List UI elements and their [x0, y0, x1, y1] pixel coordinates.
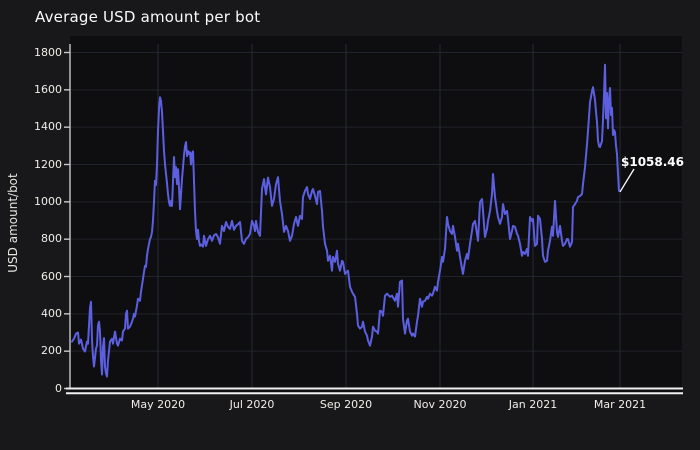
y-tick-label: 600	[41, 269, 62, 283]
series-line	[71, 63, 620, 378]
y-tick-label: 200	[41, 344, 62, 358]
y-tick-label: 1600	[34, 82, 62, 96]
y-tick-label: 1000	[34, 194, 62, 208]
y-tick-label: 0	[55, 381, 62, 395]
chart-title: Average USD amount per bot	[35, 8, 261, 26]
x-tick-label: Jan 2021	[508, 398, 558, 411]
y-tick-label: 800	[41, 232, 62, 246]
x-tick-label: Mar 2021	[593, 398, 647, 411]
plot-area	[70, 36, 682, 394]
y-tick-label: 1200	[34, 157, 62, 171]
x-tick-label: May 2020	[130, 398, 186, 411]
x-tick-label: Jul 2020	[229, 398, 275, 411]
y-tick-label: 400	[41, 306, 62, 320]
x-tick-label: Sep 2020	[319, 398, 373, 411]
x-tick-label: Nov 2020	[413, 398, 467, 411]
y-tick-label: 1400	[34, 120, 62, 134]
last-value-annotation: $1058.46	[621, 155, 685, 169]
annotation-leader-line	[619, 168, 635, 193]
y-tick-label: 1800	[34, 45, 62, 59]
